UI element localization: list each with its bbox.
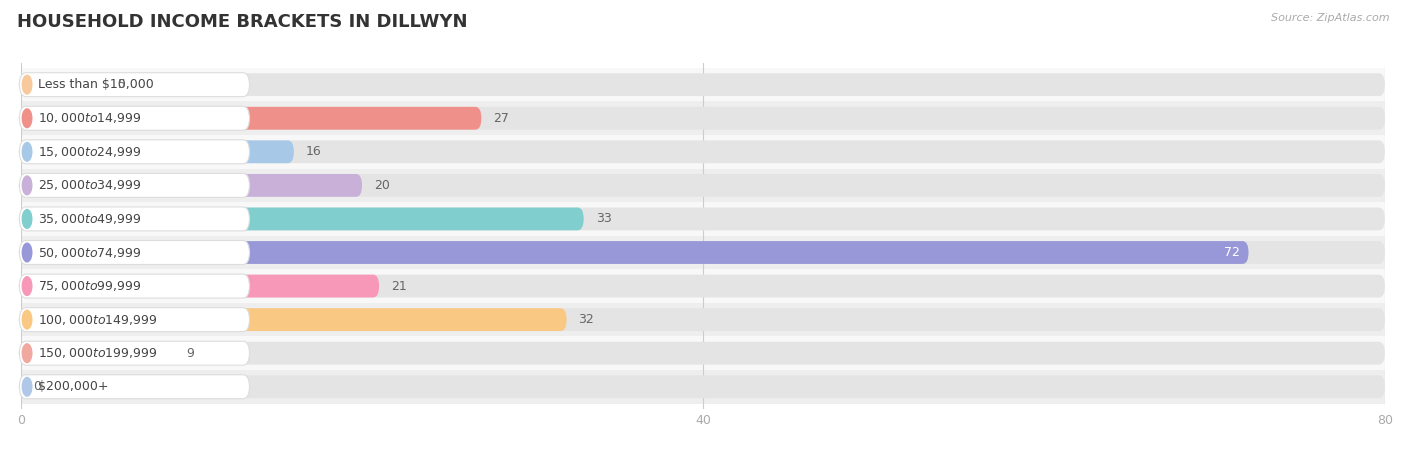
- Text: 5: 5: [118, 78, 127, 91]
- Circle shape: [22, 378, 32, 396]
- Circle shape: [22, 277, 32, 295]
- Circle shape: [22, 75, 32, 94]
- Text: HOUSEHOLD INCOME BRACKETS IN DILLWYN: HOUSEHOLD INCOME BRACKETS IN DILLWYN: [17, 13, 467, 31]
- Text: 20: 20: [374, 179, 389, 192]
- FancyBboxPatch shape: [21, 342, 1385, 365]
- Bar: [21, 101, 1385, 135]
- Circle shape: [22, 210, 32, 228]
- Text: Source: ZipAtlas.com: Source: ZipAtlas.com: [1271, 13, 1389, 23]
- FancyBboxPatch shape: [20, 341, 249, 365]
- FancyBboxPatch shape: [21, 241, 1249, 264]
- Text: 72: 72: [1225, 246, 1240, 259]
- Text: $150,000 to $199,999: $150,000 to $199,999: [38, 346, 157, 360]
- Circle shape: [22, 142, 32, 161]
- Text: $35,000 to $49,999: $35,000 to $49,999: [38, 212, 142, 226]
- FancyBboxPatch shape: [21, 308, 1385, 331]
- Text: $75,000 to $99,999: $75,000 to $99,999: [38, 279, 142, 293]
- Text: 16: 16: [305, 145, 322, 158]
- Bar: [21, 370, 1385, 404]
- Text: $50,000 to $74,999: $50,000 to $74,999: [38, 246, 142, 260]
- FancyBboxPatch shape: [20, 274, 249, 298]
- FancyBboxPatch shape: [21, 141, 294, 163]
- FancyBboxPatch shape: [20, 241, 249, 264]
- FancyBboxPatch shape: [21, 275, 1385, 298]
- Text: $200,000+: $200,000+: [38, 380, 108, 393]
- FancyBboxPatch shape: [20, 140, 249, 164]
- Text: $10,000 to $14,999: $10,000 to $14,999: [38, 111, 142, 125]
- Circle shape: [22, 109, 32, 128]
- FancyBboxPatch shape: [21, 174, 363, 197]
- Bar: [21, 236, 1385, 269]
- Circle shape: [22, 344, 32, 362]
- Text: 27: 27: [494, 112, 509, 125]
- FancyBboxPatch shape: [21, 174, 1385, 197]
- Text: 33: 33: [596, 212, 612, 225]
- FancyBboxPatch shape: [21, 73, 1385, 96]
- FancyBboxPatch shape: [21, 73, 107, 96]
- Text: 21: 21: [391, 280, 406, 293]
- FancyBboxPatch shape: [21, 375, 1385, 398]
- Bar: [21, 168, 1385, 202]
- Text: $100,000 to $149,999: $100,000 to $149,999: [38, 313, 157, 326]
- FancyBboxPatch shape: [21, 275, 380, 298]
- Text: 9: 9: [187, 347, 194, 360]
- Text: Less than $10,000: Less than $10,000: [38, 78, 153, 91]
- Text: 32: 32: [578, 313, 595, 326]
- FancyBboxPatch shape: [21, 308, 567, 331]
- Circle shape: [22, 176, 32, 195]
- Text: $25,000 to $34,999: $25,000 to $34,999: [38, 178, 142, 192]
- Text: 0: 0: [32, 380, 41, 393]
- FancyBboxPatch shape: [20, 173, 249, 198]
- FancyBboxPatch shape: [21, 241, 1385, 264]
- Bar: [21, 336, 1385, 370]
- Bar: [21, 202, 1385, 236]
- Text: $15,000 to $24,999: $15,000 to $24,999: [38, 145, 142, 159]
- FancyBboxPatch shape: [21, 107, 481, 130]
- FancyBboxPatch shape: [21, 207, 1385, 230]
- FancyBboxPatch shape: [21, 342, 174, 365]
- FancyBboxPatch shape: [21, 107, 1385, 130]
- FancyBboxPatch shape: [20, 375, 249, 399]
- Bar: [21, 269, 1385, 303]
- FancyBboxPatch shape: [20, 308, 249, 332]
- Bar: [21, 303, 1385, 336]
- Bar: [21, 135, 1385, 168]
- FancyBboxPatch shape: [20, 207, 249, 231]
- FancyBboxPatch shape: [21, 141, 1385, 163]
- FancyBboxPatch shape: [20, 73, 249, 97]
- Bar: [21, 68, 1385, 101]
- FancyBboxPatch shape: [20, 106, 249, 130]
- Circle shape: [22, 243, 32, 262]
- FancyBboxPatch shape: [21, 207, 583, 230]
- Circle shape: [22, 310, 32, 329]
